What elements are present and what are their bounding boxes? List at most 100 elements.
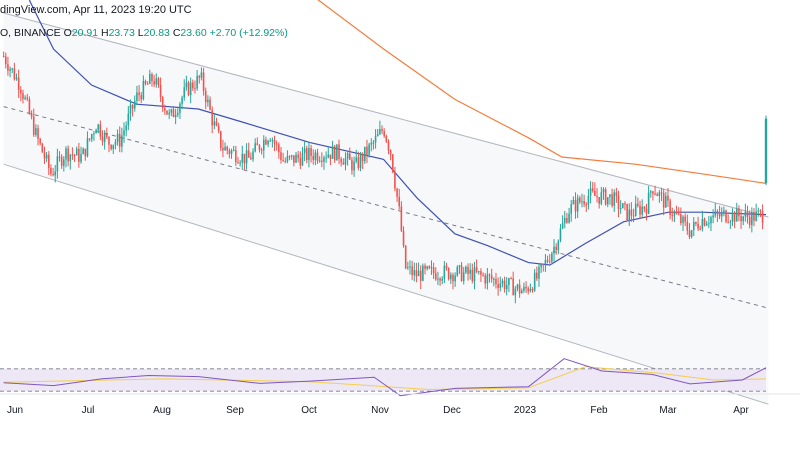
candle-body [35, 128, 37, 135]
candle-body [518, 284, 521, 294]
candle-body [329, 154, 332, 159]
candle-body [346, 153, 349, 159]
candle-body [665, 195, 667, 208]
candle-body [359, 154, 362, 168]
candle-body [617, 195, 620, 209]
candle-body [458, 265, 461, 268]
candle-body [297, 154, 299, 158]
candle-body [78, 148, 80, 162]
candle-body [568, 213, 570, 223]
candle-body [181, 97, 183, 104]
candle-body [727, 221, 729, 223]
candle-body [720, 212, 723, 217]
candles [2, 51, 768, 304]
candle-body [684, 216, 686, 222]
candle-body [495, 278, 497, 285]
candle-body [609, 194, 611, 198]
low-value: 20.83 [143, 27, 170, 39]
candle-body [213, 121, 216, 126]
candle-body [411, 266, 413, 276]
candle-body [493, 278, 495, 280]
trend-channel [3, 12, 769, 405]
candle-body [557, 240, 560, 251]
candle-body [189, 82, 192, 96]
candle-body [155, 78, 158, 85]
candle-body [194, 88, 196, 90]
candle-body [288, 156, 291, 158]
candle-body [275, 143, 278, 145]
candle-body [604, 189, 607, 205]
candle-body [699, 228, 702, 230]
candle-body [589, 188, 592, 196]
candle-body [447, 268, 450, 280]
candle-body [340, 158, 342, 163]
candle-body [497, 284, 499, 288]
x-tick-label: Sep [226, 405, 244, 416]
candle-body [110, 144, 112, 150]
candle-body [355, 157, 358, 162]
candle-body [587, 195, 590, 205]
candle-body [465, 266, 467, 273]
candle-body [688, 230, 691, 237]
candle-body [265, 139, 267, 145]
candle-body [222, 147, 224, 151]
channel-fill [3, 13, 769, 405]
candle-body [598, 197, 600, 204]
candle-body [226, 146, 229, 151]
candle-body [56, 156, 59, 172]
candle-body [207, 99, 209, 103]
candle-body [422, 265, 424, 281]
candle-body [510, 278, 512, 280]
candle-body [671, 215, 674, 217]
candle-body [353, 161, 355, 171]
candle-body [121, 135, 123, 147]
close-value: 23.60 [180, 27, 207, 39]
candle-body [176, 112, 179, 115]
candle-body [424, 265, 426, 269]
candle-body [402, 230, 405, 246]
candle-body [456, 267, 459, 276]
candle-body [47, 154, 50, 168]
candle-body [634, 203, 637, 216]
candle-body [99, 124, 102, 137]
candle-body [88, 138, 91, 140]
candle-body [318, 160, 321, 162]
candle-body [546, 260, 549, 262]
candle-body [172, 109, 175, 118]
candle-body [503, 280, 506, 290]
candle-body [419, 270, 422, 281]
candle-body [692, 222, 695, 231]
candle-body [174, 114, 177, 118]
candle-body [161, 97, 164, 109]
candle-body [144, 80, 147, 84]
candle-body [200, 72, 203, 78]
candle-body [649, 191, 652, 193]
candle-body [95, 129, 97, 134]
candle-body [585, 204, 588, 206]
candle-body [7, 64, 9, 71]
candle-body [80, 154, 82, 162]
candle-body [553, 246, 555, 254]
candle-body [690, 230, 693, 237]
candle-body [293, 155, 295, 163]
candle-body [254, 143, 256, 152]
candle-body [490, 275, 493, 280]
candle-body [527, 288, 530, 292]
candle-body [488, 274, 491, 276]
candle-body [314, 152, 317, 160]
candle-body [58, 156, 61, 158]
candle-body [391, 154, 394, 172]
ma-slow-line [317, 0, 767, 184]
candle-body [540, 264, 542, 267]
candle-body [258, 145, 261, 150]
candle-body [551, 253, 553, 262]
candle-body [628, 209, 631, 221]
candle-body [437, 278, 439, 280]
candle-body [450, 274, 452, 280]
candle-body [331, 146, 334, 159]
candle-body [187, 82, 190, 96]
candle-body [131, 104, 134, 109]
candle-body [342, 162, 345, 165]
